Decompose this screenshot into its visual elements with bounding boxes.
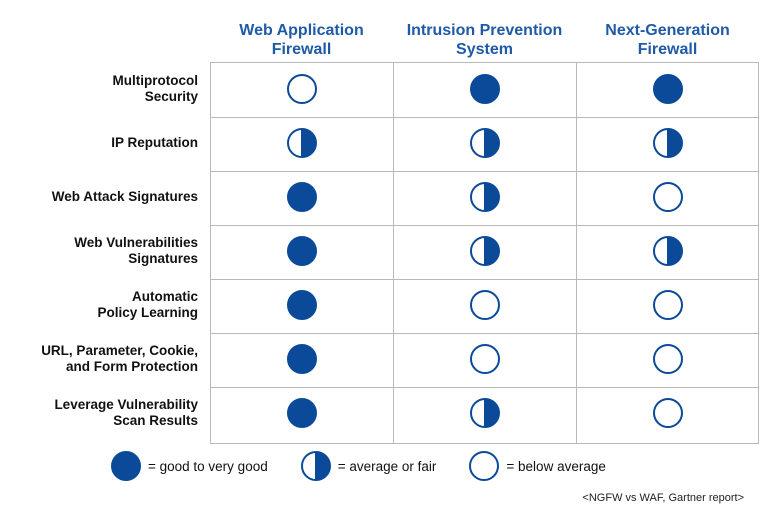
legend-label: = average or fair	[337, 458, 437, 474]
rating-cell	[210, 170, 393, 224]
rating-cell	[393, 116, 576, 170]
rating-cell	[576, 62, 759, 116]
column-header-line: Intrusion Prevention	[406, 22, 563, 39]
row-label: Multiprotocol Security	[8, 62, 198, 116]
rating-cell	[210, 62, 393, 116]
half-filled-circle-icon	[652, 235, 684, 267]
row-label-line: Web Attack Signatures	[51, 189, 198, 204]
row-label-line: Web Vulnerabilities	[74, 235, 198, 250]
row-label-line: Policy Learning	[97, 305, 198, 320]
filled-circle-icon	[286, 181, 318, 213]
row-label-line: URL, Parameter, Cookie,	[41, 343, 198, 358]
column-header-line: System	[456, 41, 513, 58]
filled-circle-icon	[286, 289, 318, 321]
column-header-ips: Intrusion Prevention System	[393, 18, 576, 62]
rating-cell	[210, 224, 393, 278]
row-label-line: Automatic	[131, 289, 198, 304]
half-filled-circle-icon	[300, 450, 332, 482]
grid-divider	[211, 279, 758, 280]
empty-circle-icon	[652, 181, 684, 213]
half-filled-circle-icon	[469, 235, 501, 267]
rating-cell	[576, 332, 759, 386]
column-header-line: Firewall	[271, 41, 332, 58]
rating-cell	[210, 332, 393, 386]
row-label-line: Multiprotocol	[112, 73, 198, 88]
column-header-waf: Web Application Firewall	[210, 18, 393, 62]
half-filled-circle-icon	[469, 181, 501, 213]
rating-cell	[393, 332, 576, 386]
empty-circle-icon	[652, 289, 684, 321]
column-header-ngfw: Next-Generation Firewall	[576, 18, 759, 62]
half-filled-circle-icon	[469, 397, 501, 429]
grid-divider	[393, 63, 394, 443]
rating-cell	[576, 278, 759, 332]
legend-item-good: = good to very good	[110, 450, 268, 482]
half-filled-circle-icon	[469, 127, 501, 159]
rating-cell	[576, 386, 759, 440]
row-label-line: Security	[144, 89, 198, 104]
rating-cell	[393, 62, 576, 116]
legend-item-below-average: = below average	[468, 450, 606, 482]
row-label-line: Scan Results	[113, 413, 198, 428]
row-label: IP Reputation	[8, 116, 198, 170]
empty-circle-icon	[652, 397, 684, 429]
row-label: Web Attack Signatures	[8, 170, 198, 224]
rating-cell	[393, 278, 576, 332]
legend-label: = good to very good	[148, 458, 268, 474]
comparison-grid	[210, 62, 759, 444]
row-label: Automatic Policy Learning	[8, 278, 198, 332]
legend-label: = below average	[506, 458, 606, 474]
filled-circle-icon	[110, 450, 142, 482]
column-header-line: Firewall	[637, 41, 698, 58]
rating-cell	[576, 170, 759, 224]
column-header-line: Web Application	[239, 22, 364, 39]
empty-circle-icon	[652, 343, 684, 375]
grid-divider	[576, 63, 577, 443]
source-note: <NGFW vs WAF, Gartner report>	[582, 492, 744, 504]
half-filled-circle-icon	[286, 127, 318, 159]
filled-circle-icon	[469, 73, 501, 105]
grid-divider	[211, 117, 758, 118]
rating-cell	[210, 386, 393, 440]
filled-circle-icon	[652, 73, 684, 105]
rating-cell	[576, 224, 759, 278]
empty-circle-icon	[286, 73, 318, 105]
row-label: Leverage Vulnerability Scan Results	[8, 386, 198, 440]
rating-cell	[210, 116, 393, 170]
grid-divider	[211, 333, 758, 334]
half-filled-circle-icon	[652, 127, 684, 159]
filled-circle-icon	[286, 343, 318, 375]
row-label-line: Leverage Vulnerability	[54, 397, 198, 412]
grid-divider	[211, 171, 758, 172]
filled-circle-icon	[286, 235, 318, 267]
grid-divider	[211, 225, 758, 226]
column-header-line: Next-Generation	[605, 22, 730, 39]
rating-cell	[576, 116, 759, 170]
legend: = good to very good = average or fair = …	[110, 450, 638, 482]
row-label: Web Vulnerabilities Signatures	[8, 224, 198, 278]
legend-item-average: = average or fair	[300, 450, 437, 482]
rating-cell	[393, 224, 576, 278]
row-label: URL, Parameter, Cookie, and Form Protecti…	[8, 332, 198, 386]
grid-divider	[211, 387, 758, 388]
empty-circle-icon	[469, 289, 501, 321]
empty-circle-icon	[468, 450, 500, 482]
rating-cell	[393, 170, 576, 224]
row-label-line: Signatures	[128, 251, 198, 266]
rating-cell	[210, 278, 393, 332]
filled-circle-icon	[286, 397, 318, 429]
row-label-line: IP Reputation	[111, 135, 198, 150]
row-label-line: and Form Protection	[65, 359, 198, 374]
empty-circle-icon	[469, 343, 501, 375]
rating-cell	[393, 386, 576, 440]
